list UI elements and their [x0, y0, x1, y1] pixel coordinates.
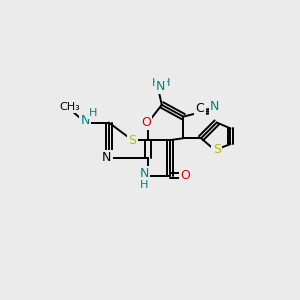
Text: CH₃: CH₃ — [59, 102, 80, 112]
Text: H: H — [161, 78, 170, 88]
Text: N: N — [140, 167, 149, 180]
Text: H: H — [152, 78, 160, 88]
Text: N: N — [156, 80, 166, 93]
Text: O: O — [141, 116, 151, 129]
Text: S: S — [213, 143, 221, 157]
Text: O: O — [180, 169, 190, 182]
Text: N: N — [80, 114, 90, 127]
Text: N: N — [210, 100, 220, 113]
Text: H: H — [89, 108, 97, 118]
Text: C: C — [196, 102, 204, 115]
Text: H: H — [140, 180, 148, 190]
Text: N: N — [102, 152, 112, 164]
Text: S: S — [128, 134, 136, 147]
